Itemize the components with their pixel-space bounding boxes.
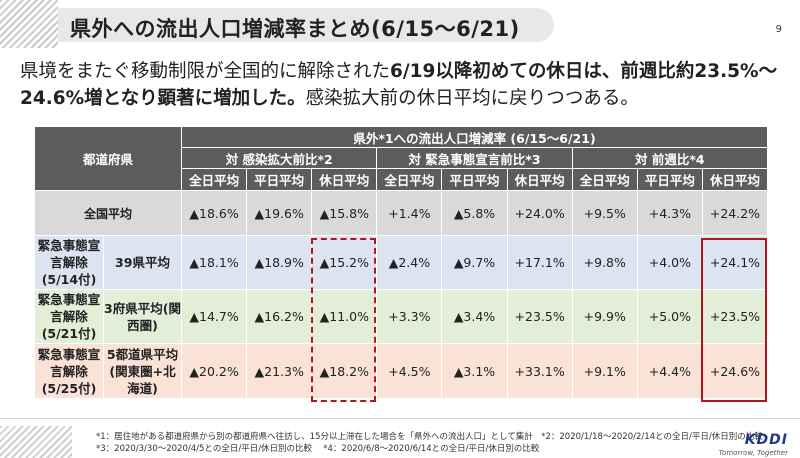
table-cell: ▲20.2%: [181, 343, 248, 399]
table-cell: ▲15.8%: [311, 190, 378, 236]
outflow-table: 都道府県 県外*1への流出人口増減率 (6/15〜6/21) 対 感染拡大前比*…: [33, 126, 769, 399]
table-cell: +1.4%: [376, 190, 443, 236]
table-cell: +24.0%: [506, 190, 573, 236]
table-cell: +9.8%: [571, 235, 638, 290]
col-header: 全日平均: [181, 168, 248, 191]
row-label: 39県平均: [102, 235, 183, 290]
lead-part2: 6/19以降初めての休日は、前週比約23.5%〜24.6%増となり顕著に増加した…: [20, 61, 778, 109]
row-label: 3府県平均(関西圏): [102, 289, 183, 344]
row-group-label: 緊急事態宣言解除(5/25付): [34, 343, 104, 399]
lead-part1: 県境をまたぐ移動制限が全国的に解除された: [20, 61, 391, 82]
lead-part3: 感染拡大前の休日平均に戻りつつある。: [305, 88, 639, 109]
title-bar: 県外への流出人口増減率まとめ(6/15〜6/21) 9: [0, 0, 800, 52]
footnote-line-1: *1：居住地がある都道府県から別の都道府県へ往訪し、15分以上滞在した場合を「県…: [96, 432, 763, 442]
table-cell: ▲18.6%: [181, 190, 248, 236]
logo-tagline: Tomorrow, Together: [718, 449, 788, 457]
col-header: 平日平均: [246, 168, 313, 191]
footnotes: *1：居住地がある都道府県から別の都道府県へ往訪し、15分以上滞在した場合を「県…: [96, 431, 763, 455]
table-cell: ▲16.2%: [246, 289, 313, 344]
table-cell: ▲5.8%: [441, 190, 508, 236]
footnote-line-2: *3：2020/3/30〜2020/4/5との全日/平日/休日別の比較 *4：2…: [96, 444, 540, 454]
table-cell: ▲18.9%: [246, 235, 313, 290]
col-header: 休日平均: [311, 168, 378, 191]
col-header: 休日平均: [701, 168, 769, 191]
group-header-pre-emergency: 対 緊急事態宣言前比*3: [376, 147, 573, 169]
pref-header: 都道府県: [33, 126, 183, 191]
col-header: 休日平均: [506, 168, 573, 191]
table-cell: ▲14.7%: [181, 289, 248, 344]
col-header: 平日平均: [441, 168, 508, 191]
kddi-logo: KDDI Tomorrow, Together: [718, 432, 788, 457]
logo-mark: KDDI: [744, 432, 788, 448]
main-header: 県外*1への流出人口増減率 (6/15〜6/21): [181, 126, 768, 148]
row-label: 全国平均: [33, 190, 183, 236]
table-cell: +4.5%: [376, 343, 443, 399]
table-cell: +24.6%: [701, 343, 769, 399]
table-row: 緊急事態宣言解除(5/14付) 39県平均 ▲18.1% ▲18.9% ▲15.…: [34, 235, 769, 290]
group-header-prev-week: 対 前週比*4: [571, 147, 769, 169]
table-cell: ▲11.0%: [311, 289, 378, 344]
title-band: [58, 8, 554, 42]
table-cell: ▲18.1%: [181, 235, 248, 290]
table-cell: +4.0%: [636, 235, 703, 290]
table-cell: +23.5%: [701, 289, 769, 344]
table-cell: ▲21.3%: [246, 343, 313, 399]
table-row: 全国平均 ▲18.6% ▲19.6% ▲15.8% +1.4% ▲5.8% +2…: [33, 190, 769, 236]
col-header: 全日平均: [376, 168, 443, 191]
table-cell: ▲3.4%: [441, 289, 508, 344]
table-cell: +4.4%: [636, 343, 703, 399]
row-group-label: 緊急事態宣言解除(5/14付): [34, 235, 104, 290]
table-cell: ▲15.2%: [311, 235, 378, 290]
table-cell: +9.5%: [571, 190, 638, 236]
group-header-pre-pandemic: 対 感染拡大前比*2: [181, 147, 378, 169]
col-header: 全日平均: [571, 168, 638, 191]
col-header: 平日平均: [636, 168, 703, 191]
table-cell: +4.3%: [636, 190, 703, 236]
table-cell: ▲19.6%: [246, 190, 313, 236]
table-cell: +9.9%: [571, 289, 638, 344]
table-cell: ▲3.1%: [441, 343, 508, 399]
table-cell: ▲18.2%: [311, 343, 378, 399]
table-cell: +33.1%: [506, 343, 573, 399]
table-cell: +5.0%: [636, 289, 703, 344]
table-cell: +24.2%: [701, 190, 769, 236]
table-cell: +17.1%: [506, 235, 573, 290]
footer-divider: [0, 418, 800, 419]
table-row: 緊急事態宣言解除(5/21付) 3府県平均(関西圏) ▲14.7% ▲16.2%…: [34, 289, 769, 344]
row-group-label: 緊急事態宣言解除(5/21付): [34, 289, 104, 344]
table-row: 緊急事態宣言解除(5/25付) 5都道県平均(関東圏+北海道) ▲20.2% ▲…: [34, 343, 769, 399]
page-number: 9: [775, 24, 782, 35]
table-cell: ▲9.7%: [441, 235, 508, 290]
title-pattern: [0, 0, 58, 48]
table-cell: +3.3%: [376, 289, 443, 344]
table-cell: +9.1%: [571, 343, 638, 399]
table-cell: ▲2.4%: [376, 235, 443, 290]
footer-pattern: [0, 426, 72, 458]
page-title: 県外への流出人口増減率まとめ(6/15〜6/21): [70, 17, 520, 41]
table-cell: +23.5%: [506, 289, 573, 344]
row-label: 5都道県平均(関東圏+北海道): [102, 343, 183, 399]
table-cell: +24.1%: [701, 235, 769, 290]
lead-text: 県境をまたぐ移動制限が全国的に解除された6/19以降初めての休日は、前週比約23…: [20, 58, 790, 112]
